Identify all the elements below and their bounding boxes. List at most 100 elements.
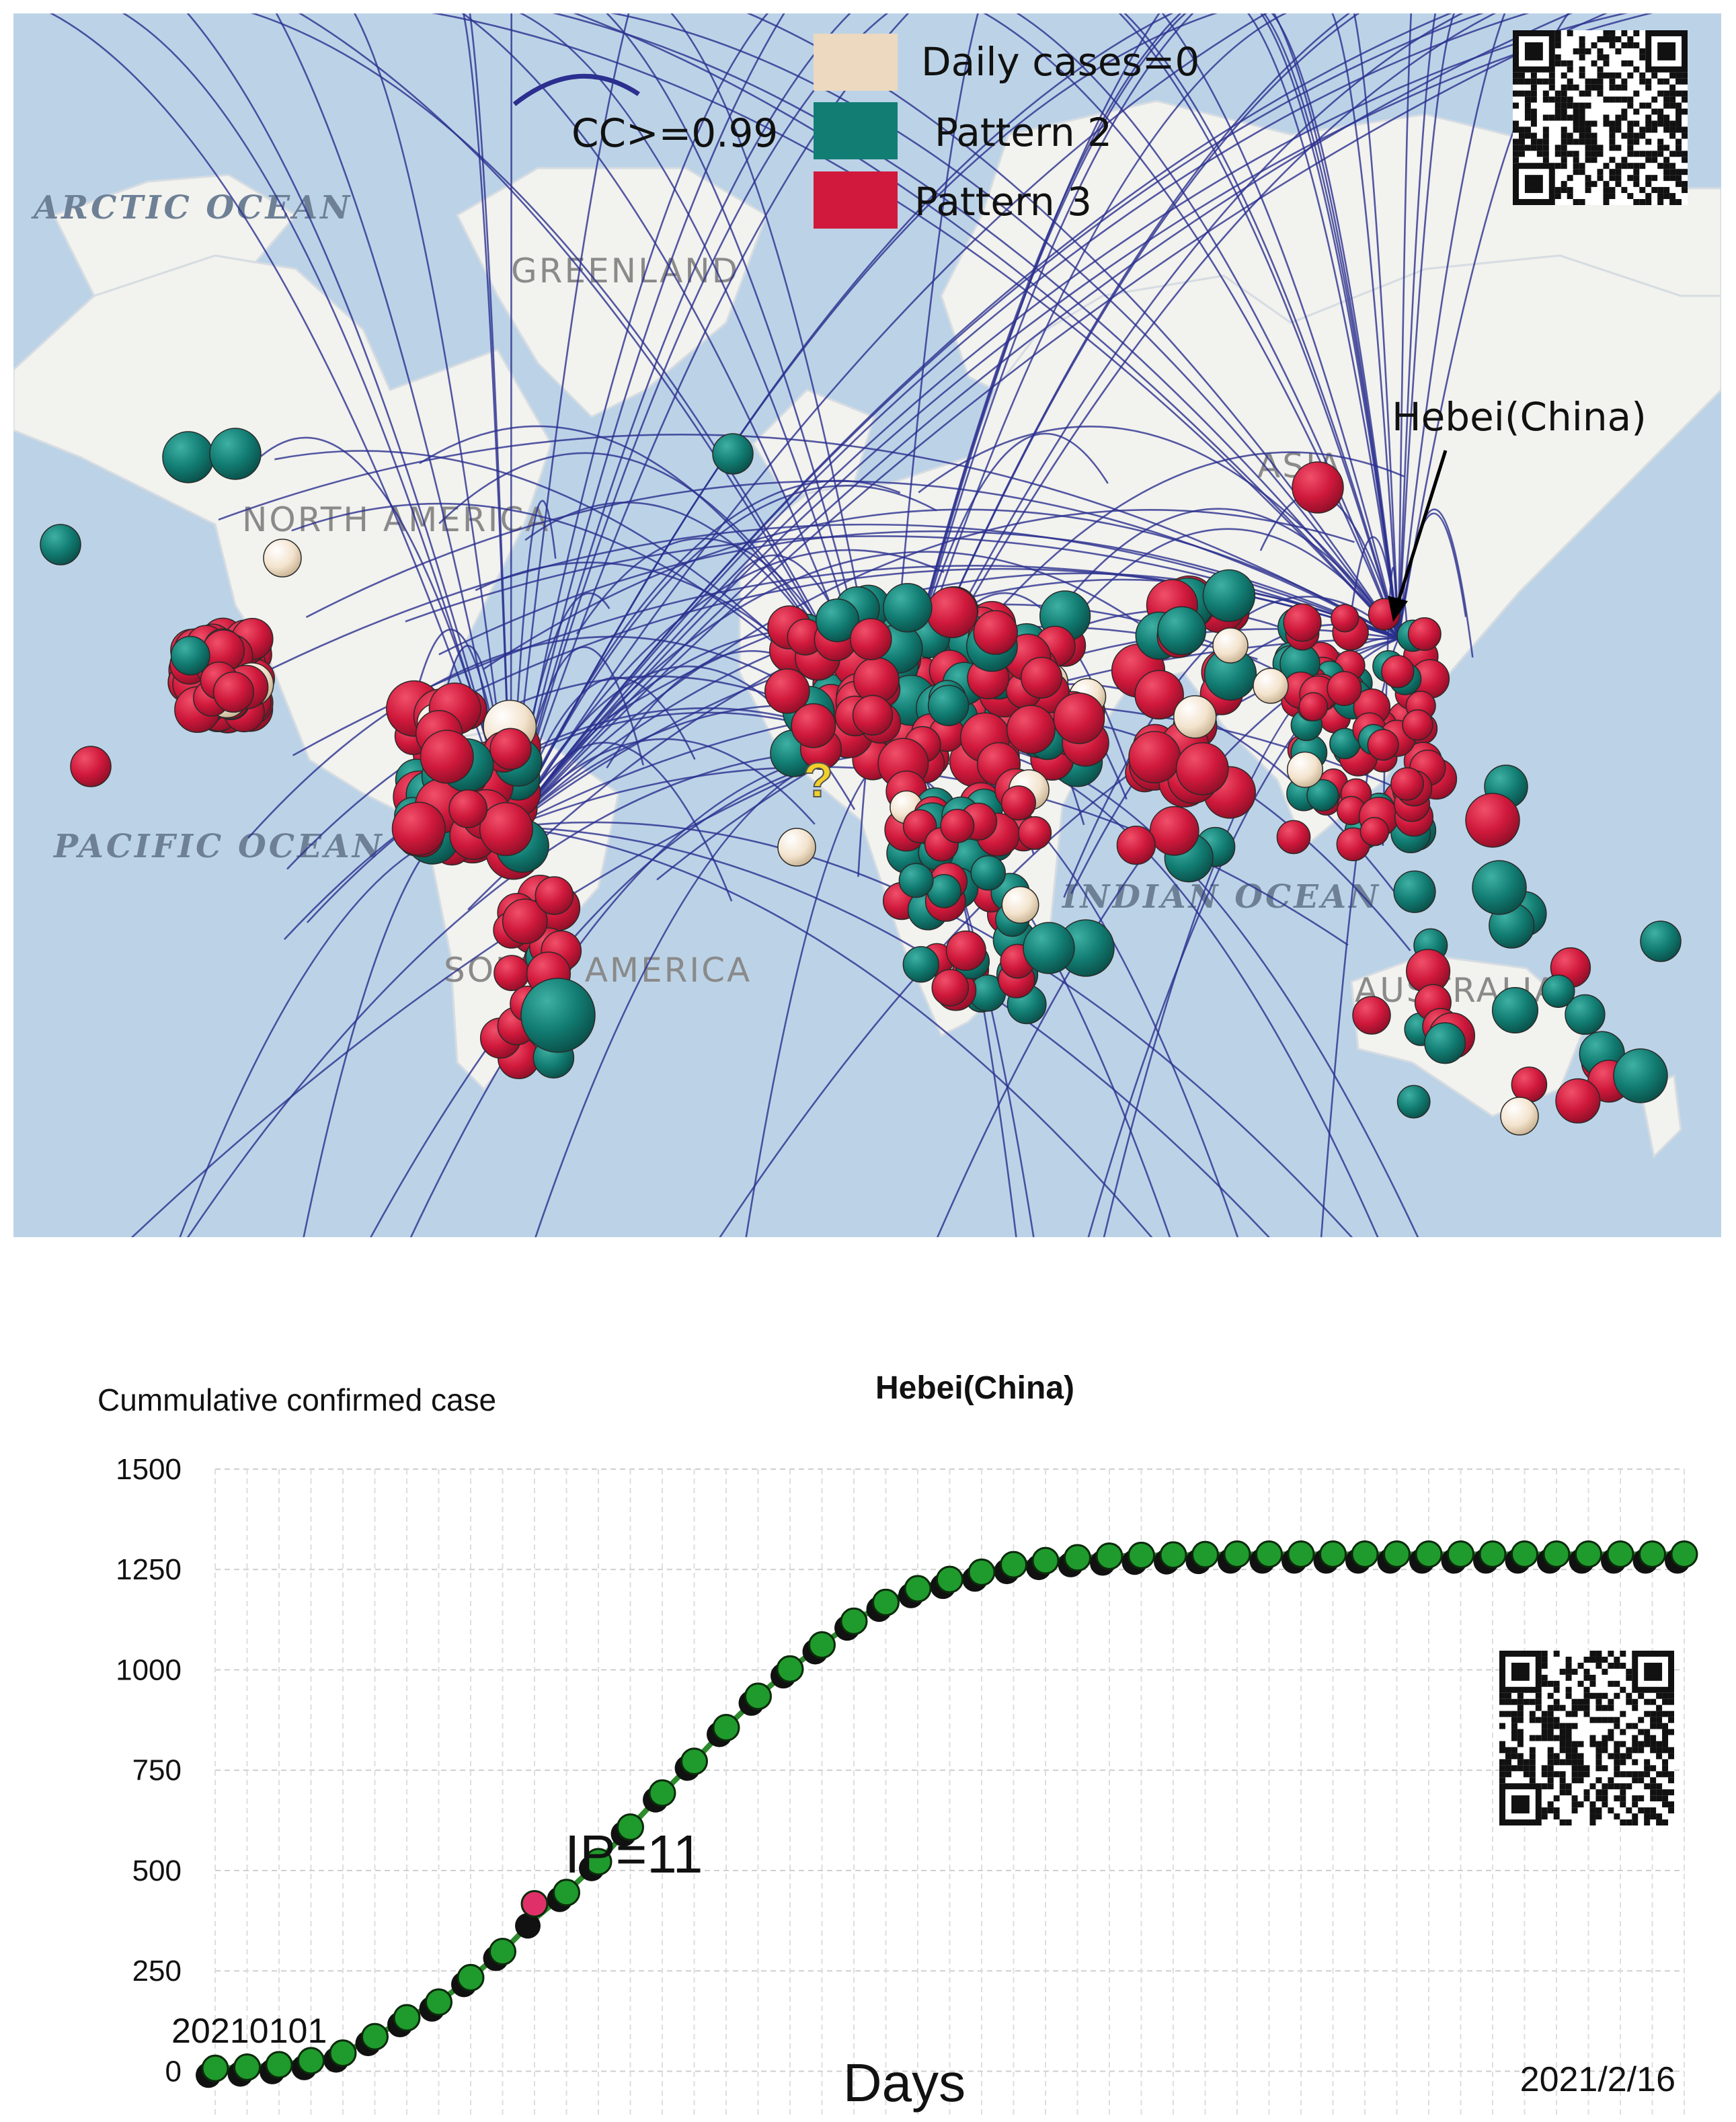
qr-module [1589, 1801, 1596, 1808]
correlation-line [510, 485, 937, 828]
qr-module [1645, 102, 1652, 109]
data-point [1351, 1540, 1379, 1569]
correlation-line [510, 0, 793, 828]
qr-module [1585, 102, 1591, 109]
qr-module [1585, 139, 1591, 145]
correlation-line [510, 0, 865, 828]
qr-module [1626, 1747, 1632, 1754]
qr-module [1603, 163, 1610, 169]
data-point [233, 2053, 261, 2081]
qr-module [1608, 1777, 1614, 1784]
qr-module [1513, 151, 1519, 157]
qr-module [1547, 1717, 1554, 1723]
correlation-line [510, 742, 733, 902]
qr-module [1565, 1662, 1572, 1669]
data-point [648, 1779, 676, 1807]
region-marker [1613, 1048, 1668, 1103]
qr-module [1639, 151, 1646, 157]
qr-module [1589, 1651, 1596, 1657]
qr-module [1675, 120, 1682, 127]
qr-module [1542, 145, 1549, 151]
qr-module [1650, 1795, 1657, 1802]
qr-module [1668, 1771, 1674, 1778]
qr-module [1541, 1717, 1548, 1723]
region-marker [970, 855, 1007, 891]
qr-module [1589, 1692, 1596, 1699]
qr-module [1621, 84, 1628, 91]
qr-module [1662, 1747, 1669, 1754]
correlation-line [1397, 0, 1511, 639]
qr-module [1603, 187, 1610, 194]
chart-x-start-label: 20210101 [171, 2012, 327, 2051]
qr-module [1573, 102, 1579, 109]
qr-module [1595, 1698, 1602, 1705]
qr-module [1513, 145, 1519, 151]
qr-module [1579, 66, 1585, 73]
qr-module [1571, 1795, 1578, 1802]
qr-module [1626, 1753, 1632, 1760]
qr-module [1609, 193, 1616, 200]
hub-annotation-arrow-line [1395, 450, 1448, 606]
qr-module [1553, 1717, 1560, 1723]
region-marker [391, 801, 446, 856]
qr-module [1547, 1777, 1554, 1784]
region-marker [1390, 767, 1424, 801]
correlation-line [305, 480, 1399, 640]
qr-module [1548, 84, 1555, 91]
qr-module [1567, 132, 1573, 139]
qr-module [1668, 1777, 1674, 1784]
qr-module [1662, 1765, 1669, 1772]
qr-module [1561, 96, 1567, 103]
region-marker [1053, 692, 1105, 744]
qr-module [1573, 84, 1579, 91]
qr-module [1554, 42, 1561, 48]
correlation-line [1236, 0, 1400, 639]
qr-module [1597, 78, 1604, 85]
qr-module [1554, 151, 1561, 157]
qr-module [1644, 1698, 1651, 1705]
qr-module [1530, 72, 1537, 79]
qr-module [1614, 1662, 1620, 1669]
qr-module [1589, 1807, 1596, 1814]
qr-module [1561, 151, 1567, 157]
qr-module [1651, 126, 1658, 133]
qr-module [1585, 78, 1591, 85]
qr-module [1675, 78, 1682, 85]
qr-module [1573, 151, 1579, 157]
map-legend: CC>=0.99 Daily cases=0 Pattern 2 Pattern… [512, 34, 1199, 229]
qr-module [1603, 193, 1610, 200]
qr-module [1633, 163, 1640, 169]
qr-module [1541, 1711, 1548, 1717]
qr-module [1579, 36, 1585, 42]
qr-module [1597, 169, 1604, 175]
qr-module [1530, 90, 1537, 97]
qr-module [1583, 1656, 1590, 1663]
qr-module [1656, 1704, 1663, 1711]
region-marker [170, 635, 210, 676]
qr-module [1645, 175, 1652, 182]
qr-module [1571, 1711, 1578, 1717]
qr-finder-core [1524, 42, 1543, 61]
correlation-line [918, 426, 1400, 639]
qr-module [1675, 151, 1682, 157]
qr-module [1535, 1717, 1542, 1723]
hub-annotation-arrowhead [1388, 596, 1408, 622]
qr-module [1662, 1729, 1669, 1735]
qr-module [1657, 120, 1664, 127]
qr-module [1565, 1692, 1572, 1699]
qr-module [1553, 1723, 1560, 1729]
qr-module [1620, 1759, 1626, 1766]
cumulative-chart: Cummulative confirmed case Hebei(China) … [0, 1318, 1736, 2119]
qr-module [1567, 96, 1573, 103]
data-point [265, 2051, 293, 2079]
qr-module [1547, 1747, 1554, 1754]
qr-module [1524, 126, 1531, 133]
qr-module [1662, 1711, 1669, 1717]
qr-module [1583, 1692, 1590, 1699]
qr-module [1627, 120, 1634, 127]
qr-module [1583, 1668, 1590, 1675]
region-marker [926, 586, 978, 639]
qr-module [1597, 48, 1604, 54]
qr-module [1639, 102, 1646, 109]
qr-module [1669, 120, 1676, 127]
